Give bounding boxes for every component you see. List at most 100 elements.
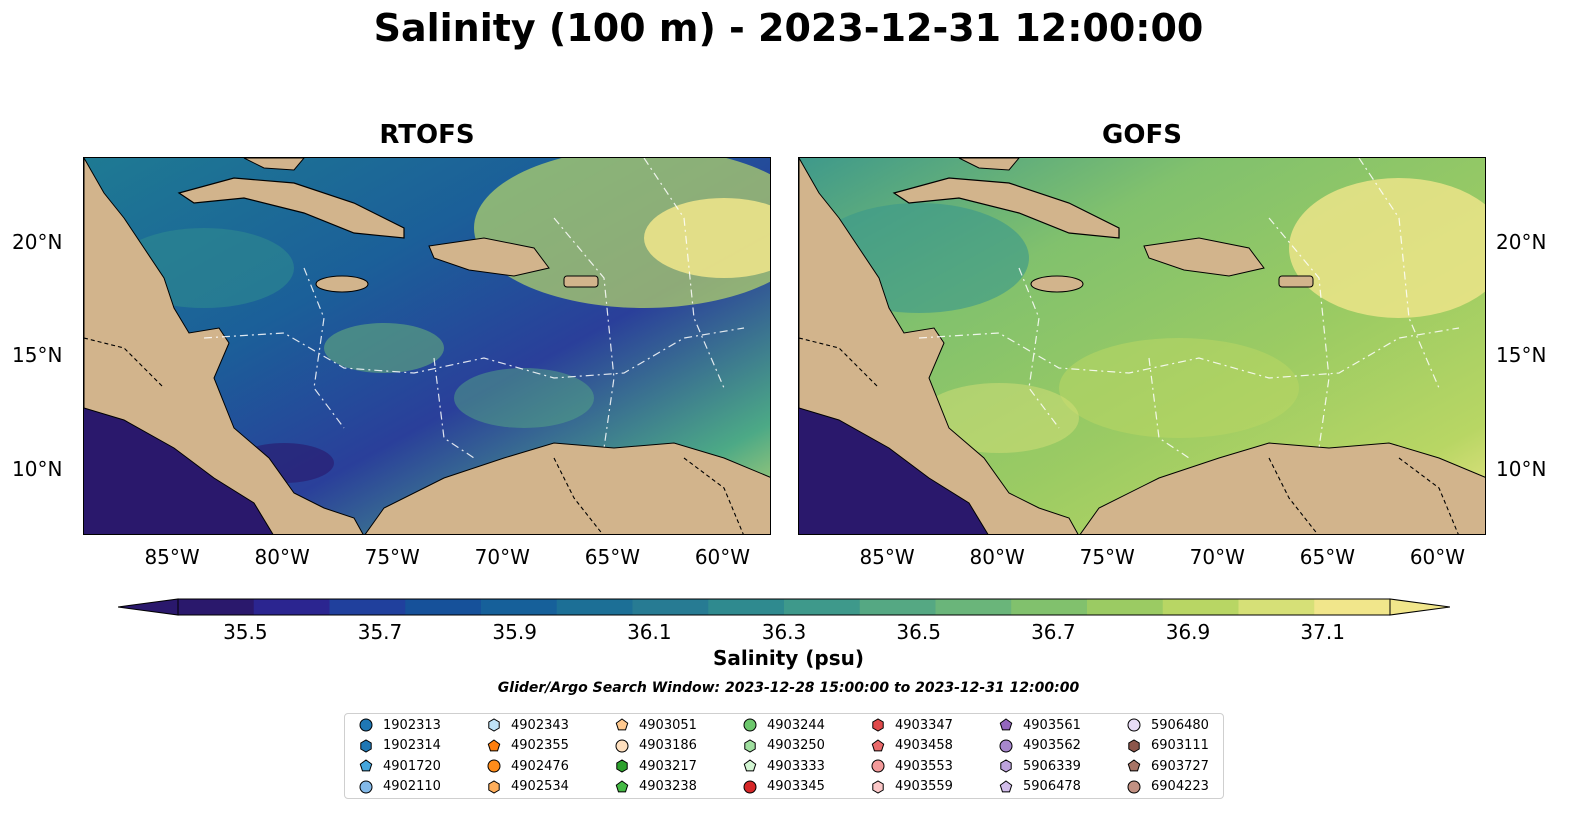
lon-tick-label: 60°W [1409, 545, 1466, 569]
colorbar-segment [1238, 599, 1315, 615]
hexagon-marker-icon [744, 738, 756, 753]
circle-marker-icon [615, 739, 629, 752]
pentagon-marker-icon [999, 718, 1013, 731]
legend-item: 4903051 [615, 716, 697, 734]
pentagon-marker-icon [871, 738, 885, 751]
legend-item: 1902313 [359, 716, 441, 734]
lon-tick-label: 80°W [969, 545, 1025, 569]
legend-item: 6904223 [1127, 778, 1209, 796]
legend-item-label: 1902314 [383, 738, 441, 753]
colorbar-tick-label: 36.9 [1165, 620, 1211, 644]
lon-tick-label: 70°W [474, 545, 530, 569]
legend-item-label: 4901720 [383, 758, 441, 774]
legend-item: 4903458 [871, 737, 953, 755]
lon-tick-label: 85°W [144, 545, 200, 569]
pentagon-marker-icon [487, 738, 501, 751]
legend-item: 4902110 [359, 778, 441, 796]
lon-tick-label: 75°W [364, 545, 420, 569]
legend-item-label: 4903217 [639, 758, 697, 774]
legend-item-label: 4902343 [511, 717, 569, 733]
colorbar-segment [253, 599, 330, 615]
legend-item: 4903250 [743, 737, 825, 755]
colorbar-segment [632, 599, 709, 615]
lat-tick-label: 20°N [1496, 230, 1547, 255]
legend-item: 6903111 [1127, 737, 1209, 755]
legend-item: 4903559 [871, 778, 953, 796]
circle-marker-icon [871, 759, 885, 773]
map-gofs [798, 157, 1486, 535]
circle-marker-icon [743, 718, 757, 732]
circle-marker-icon [359, 718, 373, 732]
colorbar-segment [1087, 599, 1164, 615]
legend-item: 4903553 [871, 757, 953, 775]
colorbar-segment [1314, 599, 1391, 615]
colorbar-tick-label: 37.1 [1300, 620, 1345, 644]
legend-item-label: 4903051 [639, 717, 697, 733]
panel-title-gofs: GOFS [1102, 120, 1182, 150]
lat-tick-label: 10°N [1496, 456, 1547, 481]
colorbar-tick-label: 35.5 [223, 620, 268, 644]
legend-item: 4903561 [999, 716, 1081, 734]
circle-marker-icon [1127, 780, 1141, 793]
legend-item: 4902343 [487, 716, 569, 734]
legend-item: 4903186 [615, 737, 697, 755]
legend-item-label: 5906480 [1151, 717, 1209, 733]
lon-tick-label: 65°W [584, 545, 640, 569]
legend-item: 1902314 [359, 737, 441, 755]
legend-item-label: 4902534 [511, 779, 569, 794]
pentagon-marker-icon [999, 779, 1013, 792]
legend-item-label: 5906339 [1023, 758, 1081, 774]
legend-item-label: 4903250 [767, 738, 825, 753]
legend-item: 4901720 [359, 757, 441, 775]
colorbar-segment [329, 599, 406, 615]
legend-item-label: 4903238 [639, 779, 697, 794]
circle-marker-icon [487, 759, 501, 773]
legend-item-label: 4902476 [511, 758, 569, 774]
colorbar-segment [935, 599, 1012, 615]
pentagon-marker-icon [615, 718, 629, 731]
colorbar-tick-label: 35.9 [492, 620, 537, 644]
colorbar-tick-label: 35.7 [357, 620, 403, 644]
legend-item: 4903345 [743, 778, 825, 796]
figure-title: Salinity (100 m) - 2023-12-31 12:00:00 [373, 6, 1204, 50]
legend-item-label: 4902355 [511, 738, 569, 753]
legend-item: 4902355 [487, 737, 569, 755]
pentagon-marker-icon [359, 759, 373, 772]
legend-item-label: 4903333 [767, 758, 825, 774]
legend-item: 4903562 [999, 737, 1081, 755]
lat-tick-label: 15°N [1496, 343, 1547, 368]
colorbar-segment [481, 599, 558, 615]
legend-item-label: 4902110 [383, 779, 441, 794]
legend-item-label: 6903111 [1151, 738, 1209, 753]
map-rtofs [83, 157, 771, 535]
colorbar-segment [178, 599, 255, 615]
legend-item-label: 4903559 [895, 779, 953, 794]
circle-marker-icon [999, 739, 1013, 752]
lon-tick-label: 75°W [1079, 545, 1135, 569]
lat-tick-label: 20°N [12, 230, 63, 255]
lon-tick-label: 80°W [254, 545, 310, 569]
hexagon-marker-icon [1000, 759, 1012, 773]
hexagon-marker-icon [872, 718, 884, 732]
legend-item: 4903217 [615, 757, 697, 775]
legend-item-label: 4903458 [895, 738, 953, 753]
pentagon-marker-icon [615, 779, 629, 792]
legend-item: 4903238 [615, 778, 697, 796]
legend-item: 5906339 [999, 757, 1081, 775]
lon-tick-label: 70°W [1189, 545, 1245, 569]
colorbar-extend-high [1389, 598, 1451, 616]
lat-tick-label: 15°N [12, 343, 63, 368]
colorbar-segment [1162, 599, 1239, 615]
legend-item: 4902534 [487, 778, 569, 796]
pentagon-marker-icon [743, 759, 757, 772]
legend-item-label: 4903553 [895, 758, 953, 774]
colorbar-tick-label: 36.1 [627, 620, 672, 644]
legend-item: 4903244 [743, 716, 825, 734]
legend-item: 5906480 [1127, 716, 1209, 734]
legend-item-label: 4903561 [1023, 717, 1081, 733]
colorbar-segment [1011, 599, 1088, 615]
hexagon-marker-icon [616, 759, 628, 773]
hexagon-marker-icon [488, 779, 500, 794]
lon-tick-label: 65°W [1299, 545, 1355, 569]
hexagon-marker-icon [1128, 738, 1140, 753]
